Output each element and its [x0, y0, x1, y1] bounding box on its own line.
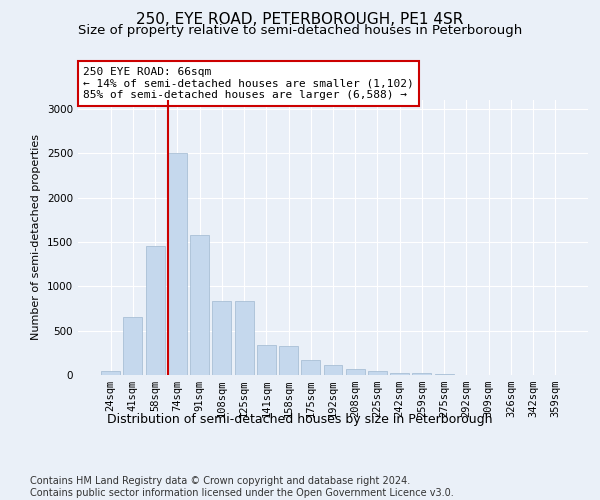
Text: Size of property relative to semi-detached houses in Peterborough: Size of property relative to semi-detach…	[78, 24, 522, 37]
Bar	[146, 246, 164, 375]
Bar	[190, 235, 209, 375]
Bar	[257, 345, 276, 375]
Text: 250, EYE ROAD, PETERBOROUGH, PE1 4SR: 250, EYE ROAD, PETERBOROUGH, PE1 4SR	[136, 12, 464, 28]
Bar	[235, 302, 254, 375]
Text: Contains HM Land Registry data © Crown copyright and database right 2024.
Contai: Contains HM Land Registry data © Crown c…	[30, 476, 454, 498]
Bar	[390, 373, 409, 375]
Text: 250 EYE ROAD: 66sqm
← 14% of semi-detached houses are smaller (1,102)
85% of sem: 250 EYE ROAD: 66sqm ← 14% of semi-detach…	[83, 67, 414, 100]
Bar	[412, 374, 431, 375]
Bar	[124, 318, 142, 375]
Text: Distribution of semi-detached houses by size in Peterborough: Distribution of semi-detached houses by …	[107, 412, 493, 426]
Bar	[368, 371, 387, 375]
Bar	[101, 371, 120, 375]
Bar	[435, 374, 454, 375]
Bar	[168, 153, 187, 375]
Bar	[301, 360, 320, 375]
Bar	[212, 302, 231, 375]
Y-axis label: Number of semi-detached properties: Number of semi-detached properties	[31, 134, 41, 340]
Bar	[346, 369, 365, 375]
Bar	[279, 346, 298, 375]
Bar	[323, 365, 343, 375]
